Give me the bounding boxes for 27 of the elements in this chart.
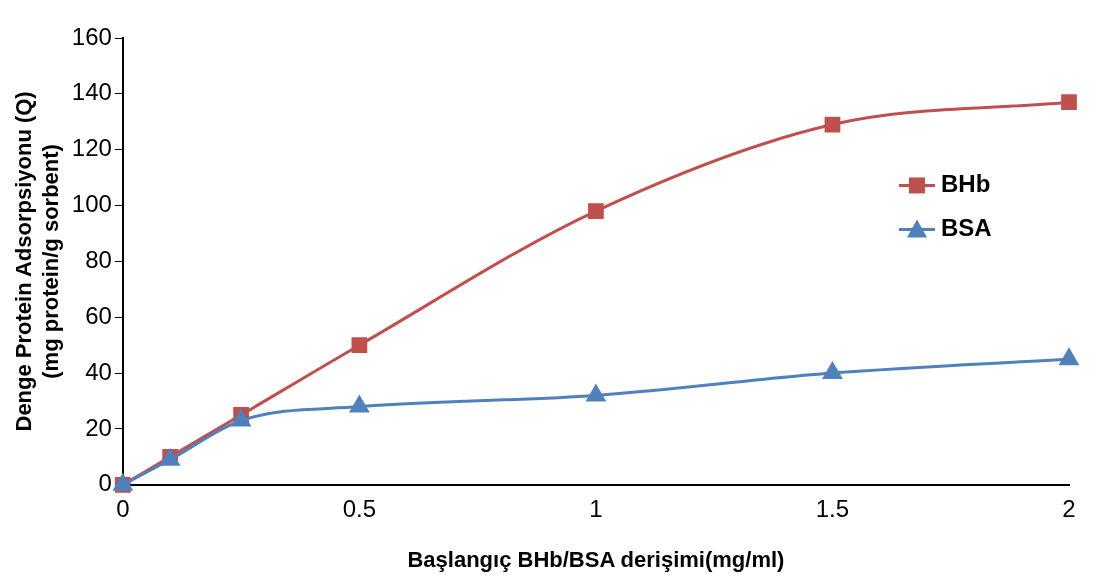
point [824,116,841,133]
point [823,362,842,380]
x-tick-label: 0.5 [342,494,377,522]
point [1059,348,1079,366]
y-tick-label: 100 [71,190,112,218]
y-tick-label: 160 [71,22,112,50]
y-tick-label: 140 [71,78,112,106]
x-tick-label: 0 [116,494,130,522]
x-tick-label: 2 [1062,494,1076,522]
point [231,410,251,427]
y-tick-label: 120 [71,134,112,162]
legend-label: BSA [941,214,992,242]
y-tick-label: 60 [85,301,112,329]
y-axis-title: Denge Protein Adsorpsiyonu (Q) (mg protein/g sorbent) [11,91,63,432]
legend-label: BHb [941,170,991,198]
y-tick-label: 40 [85,357,112,385]
point [1061,94,1077,111]
y-tick-label: 0 [98,469,112,497]
y-tick-label: 80 [85,246,112,274]
x-axis-title: Başlangıç BHb/BSA derişimi(mg/ml) [407,546,785,572]
x-tick-label: 1.5 [815,494,850,522]
x-tick-label: 1 [589,494,603,522]
point [351,337,368,354]
point [588,203,604,219]
y-tick-label: 20 [85,413,112,441]
point [350,396,369,413]
point [586,384,606,402]
